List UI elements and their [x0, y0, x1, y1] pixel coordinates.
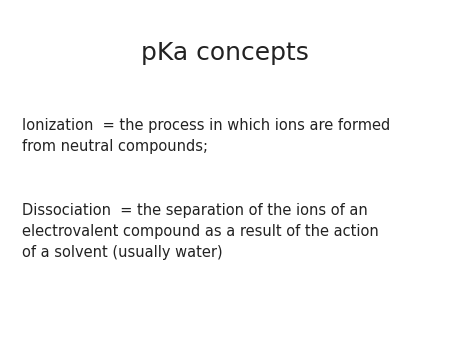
Text: pKa concepts: pKa concepts: [141, 41, 309, 65]
Text: Dissociation  = the separation of the ions of an
electrovalent compound as a res: Dissociation = the separation of the ion…: [22, 203, 379, 260]
Text: Ionization  = the process in which ions are formed
from neutral compounds;: Ionization = the process in which ions a…: [22, 118, 391, 154]
